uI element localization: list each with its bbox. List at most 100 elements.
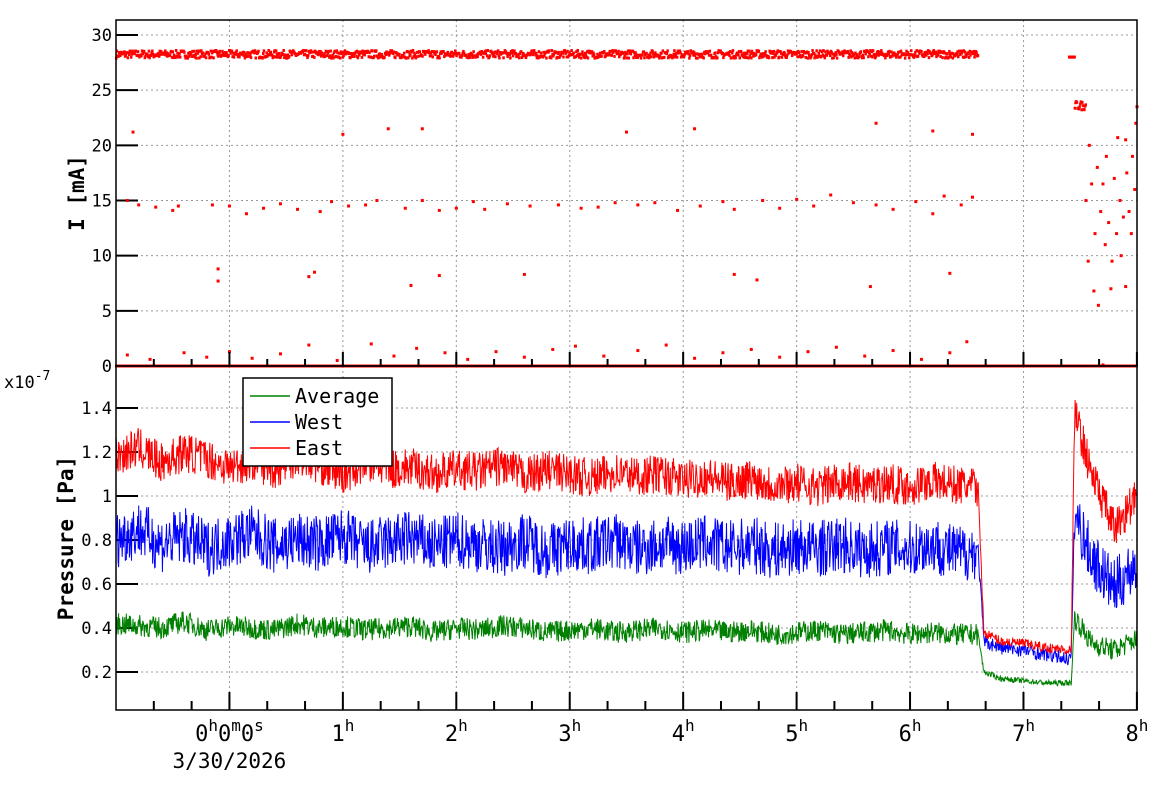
- current-point: [331, 53, 334, 57]
- current-point: [149, 54, 153, 58]
- current-point: [936, 53, 940, 57]
- current-point: [264, 55, 268, 59]
- current-point: [522, 272, 526, 276]
- series-average: [115, 611, 1137, 687]
- current-point: [236, 55, 240, 59]
- current-point: [534, 53, 537, 57]
- current-point: [671, 55, 675, 59]
- current-point: [349, 56, 352, 60]
- y-tick-label: 0.6: [81, 575, 112, 595]
- current-point: [716, 51, 720, 55]
- current-point: [721, 51, 724, 55]
- current-point: [565, 55, 569, 59]
- current-point: [617, 49, 620, 53]
- current-point: [642, 50, 646, 54]
- current-point: [367, 55, 371, 59]
- current-point: [786, 49, 790, 53]
- current-point: [494, 55, 497, 59]
- current-point: [861, 53, 865, 57]
- current-point: [883, 54, 886, 58]
- current-point: [150, 51, 153, 55]
- current-point: [654, 51, 657, 55]
- current-point: [829, 54, 832, 58]
- current-point: [916, 54, 920, 58]
- current-point: [437, 208, 441, 212]
- current-point: [307, 275, 311, 279]
- current-point: [201, 51, 204, 55]
- current-point: [861, 56, 864, 60]
- current-point: [420, 127, 424, 131]
- current-point: [679, 51, 682, 55]
- current-point: [727, 51, 731, 55]
- y-tick-label: 1.2: [81, 443, 112, 463]
- current-point: [627, 56, 631, 60]
- current-point: [338, 56, 342, 60]
- x-tick-label: 4h: [672, 716, 695, 747]
- current-point: [351, 52, 354, 56]
- current-point: [317, 49, 321, 53]
- current-point: [833, 53, 837, 57]
- current-point: [834, 51, 837, 55]
- current-point: [386, 127, 390, 131]
- current-point: [278, 352, 282, 356]
- current-point: [829, 193, 833, 197]
- current-point: [814, 55, 818, 59]
- current-point: [750, 49, 754, 53]
- current-point: [579, 52, 582, 56]
- current-point: [466, 357, 470, 361]
- current-point: [691, 50, 695, 54]
- current-point: [481, 55, 485, 59]
- current-point: [896, 52, 899, 56]
- current-point: [912, 55, 916, 59]
- current-point: [166, 52, 170, 56]
- current-point: [502, 56, 505, 60]
- current-point: [317, 53, 320, 57]
- current-point: [868, 285, 872, 289]
- current-point: [721, 200, 725, 204]
- current-point: [547, 49, 551, 53]
- current-point: [646, 55, 650, 59]
- current-point: [622, 56, 626, 60]
- current-point: [235, 49, 238, 53]
- current-point: [329, 49, 332, 53]
- current-point: [592, 53, 596, 57]
- current-point: [380, 52, 383, 56]
- current-point: [954, 53, 957, 57]
- current-point: [549, 56, 553, 60]
- y-tick-label: 0.8: [81, 531, 112, 551]
- current-point: [972, 49, 976, 53]
- current-point: [1107, 221, 1111, 225]
- current-point: [864, 52, 867, 56]
- current-point: [370, 49, 374, 53]
- current-point: [585, 55, 588, 59]
- current-point: [165, 51, 168, 55]
- current-point: [210, 203, 214, 207]
- current-point: [855, 53, 859, 57]
- current-point: [778, 206, 782, 210]
- current-point: [217, 54, 220, 58]
- current-point: [498, 56, 501, 60]
- current-point: [895, 55, 898, 59]
- current-point: [611, 49, 614, 53]
- current-point: [171, 208, 175, 212]
- current-point: [790, 50, 793, 54]
- current-point: [693, 127, 697, 131]
- current-point: [574, 55, 577, 59]
- current-point: [926, 52, 929, 56]
- current-point: [799, 55, 803, 59]
- current-point: [454, 52, 458, 56]
- current-point: [225, 51, 228, 55]
- current-point: [131, 49, 134, 53]
- current-point: [148, 357, 152, 361]
- current-point: [603, 50, 606, 54]
- x-tick-label: 6h: [899, 716, 922, 747]
- current-point: [421, 54, 424, 58]
- current-point: [191, 49, 194, 53]
- current-point: [626, 52, 629, 56]
- current-point: [942, 194, 946, 198]
- current-point: [813, 56, 816, 60]
- current-point: [927, 56, 931, 60]
- current-point: [889, 54, 893, 58]
- current-point: [488, 54, 492, 58]
- current-point: [536, 54, 539, 58]
